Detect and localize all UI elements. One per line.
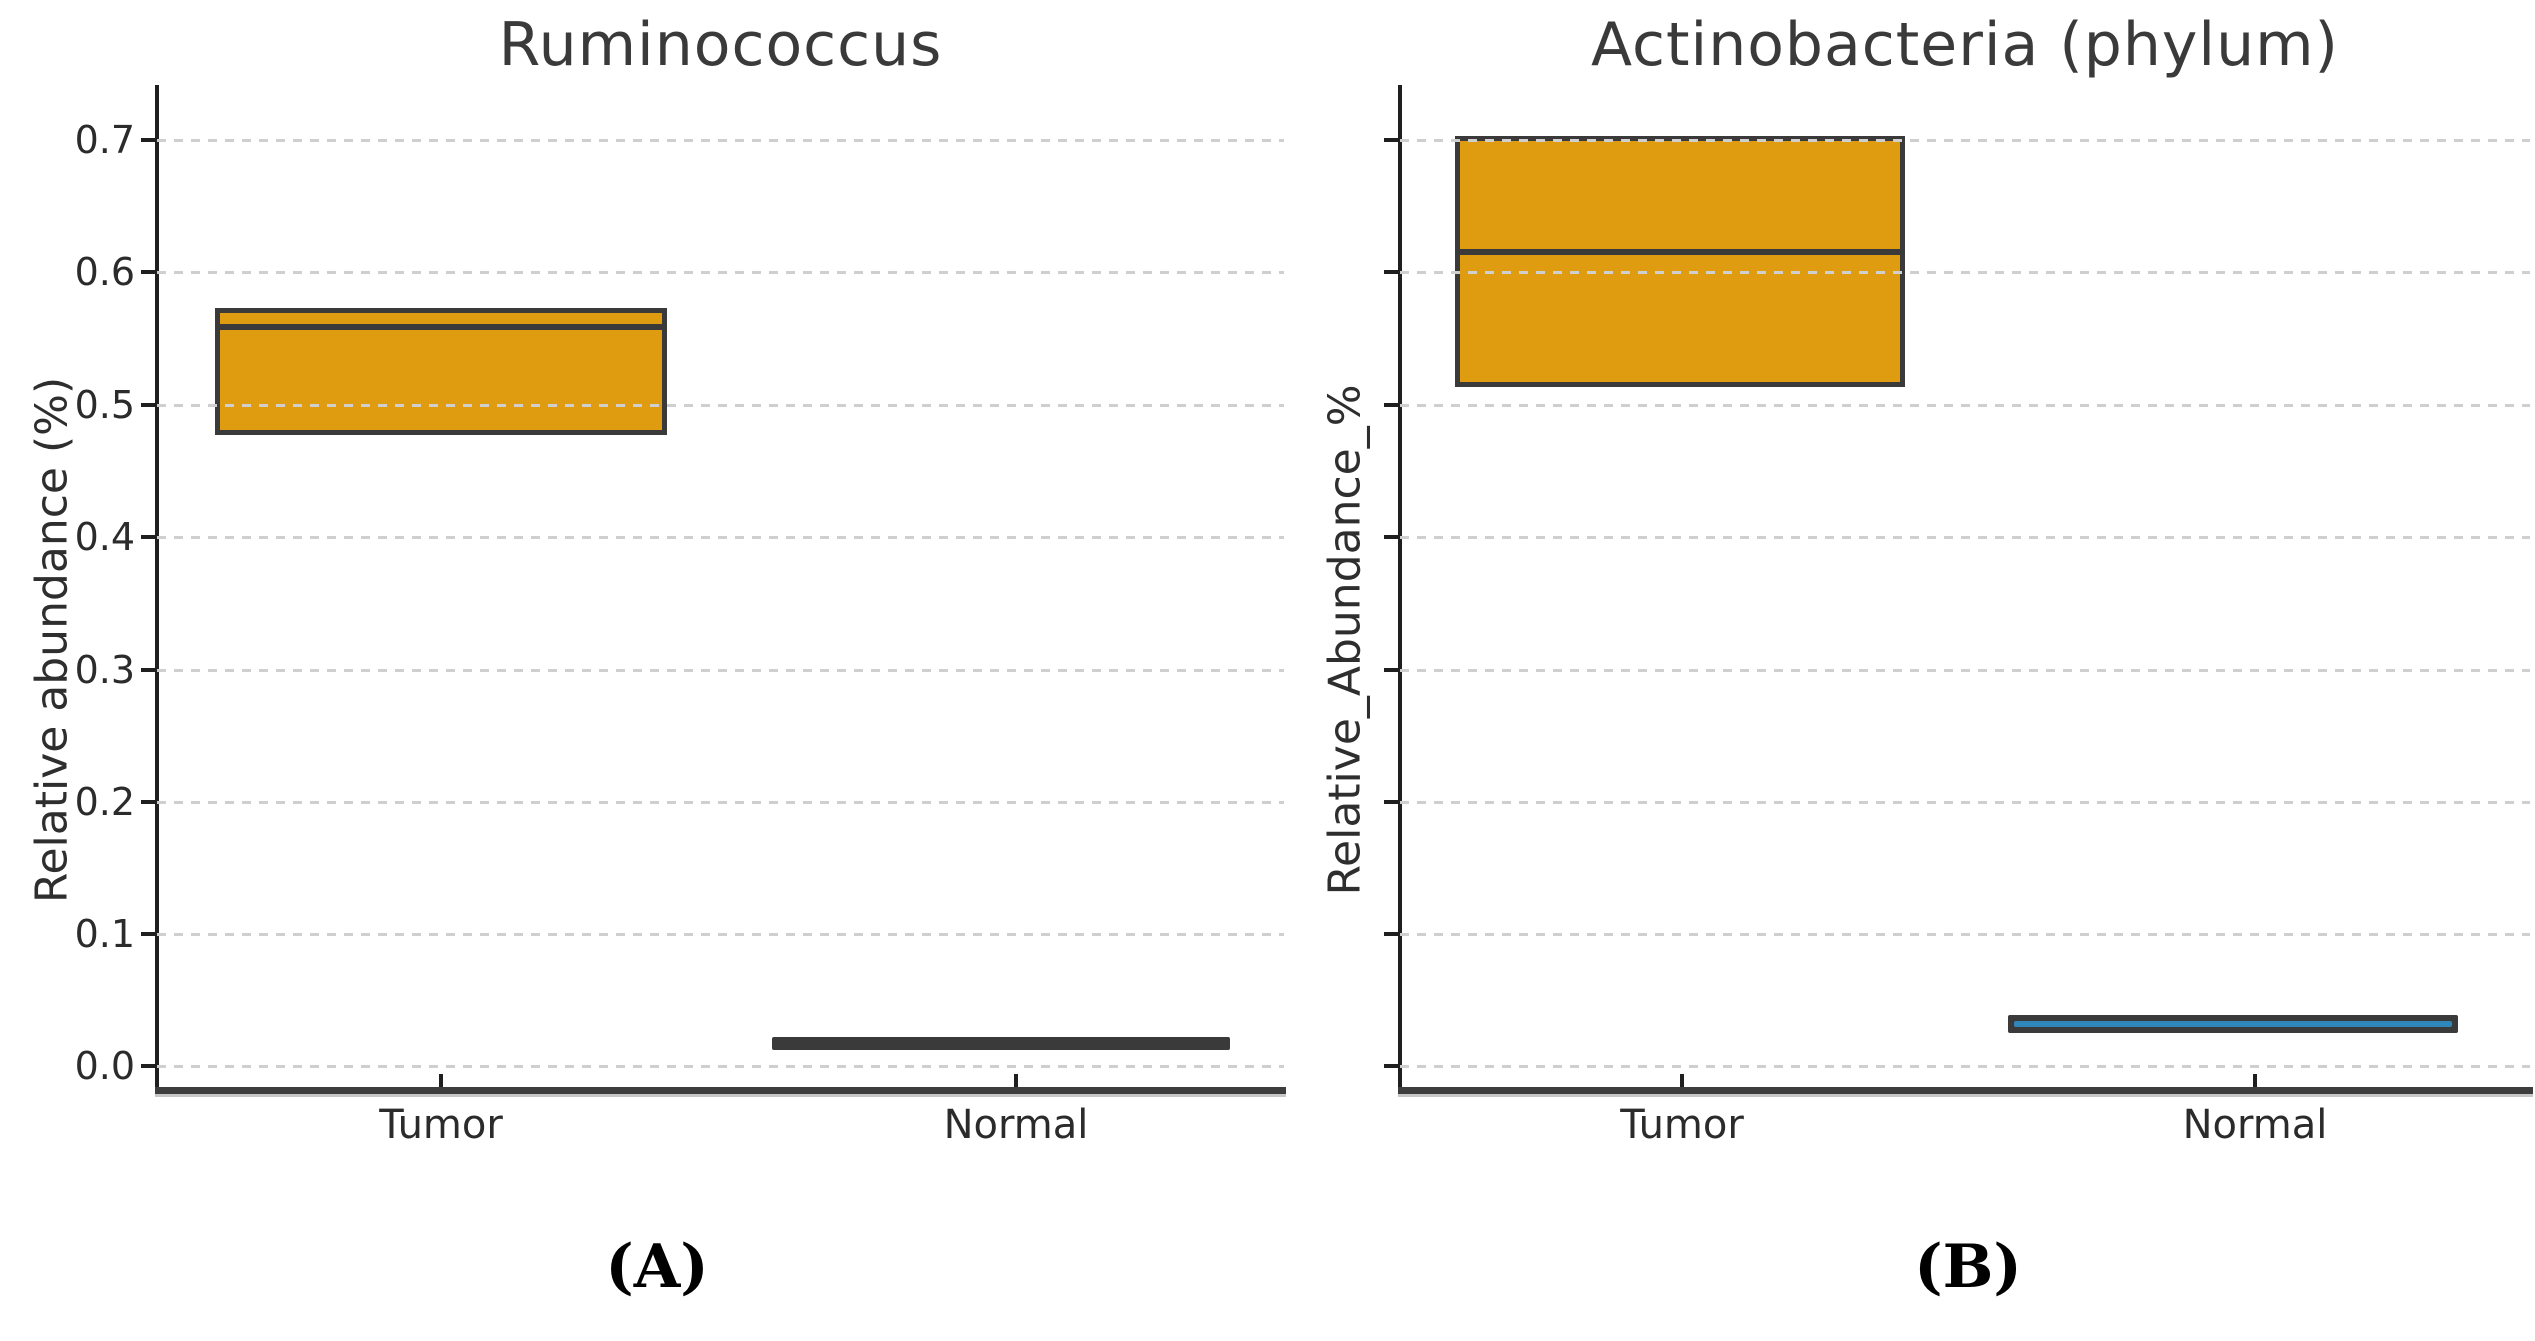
x-tick-label-normal: Normal bbox=[2182, 1102, 2328, 1148]
y-tick bbox=[141, 403, 157, 407]
gridline bbox=[1400, 139, 2530, 142]
gridline bbox=[1400, 801, 2530, 804]
y-axis-spine bbox=[1398, 85, 1402, 1094]
y-tick-label: 0.6 bbox=[74, 250, 135, 294]
gridline bbox=[157, 1065, 1284, 1068]
boxplot-tumor-panel-b bbox=[1455, 136, 1905, 387]
y-tick bbox=[141, 270, 157, 274]
x-tick-label-tumor: Tumor bbox=[1620, 1102, 1744, 1148]
x-axis-line bbox=[1398, 1087, 2533, 1094]
gridline bbox=[1400, 1065, 2530, 1068]
gridline bbox=[157, 801, 1284, 804]
gridline bbox=[1400, 536, 2530, 539]
panel-b-y-axis-label: Relative_Abundance_% bbox=[1319, 384, 1371, 896]
x-tick-label-normal: Normal bbox=[943, 1102, 1089, 1148]
y-tick bbox=[1384, 270, 1400, 274]
y-tick bbox=[141, 138, 157, 142]
gridline bbox=[157, 536, 1284, 539]
y-tick-label: 0.5 bbox=[74, 383, 135, 427]
boxplot-tumor-median-panel-b bbox=[1455, 249, 1905, 255]
y-tick bbox=[141, 800, 157, 804]
y-tick bbox=[1384, 932, 1400, 936]
y-tick bbox=[1384, 138, 1400, 142]
gridline bbox=[157, 139, 1284, 142]
boxplot-normal-median-panel-b bbox=[2014, 1021, 2452, 1027]
y-tick bbox=[141, 535, 157, 539]
panel-a-title: Ruminococcus bbox=[498, 10, 943, 80]
boxplot-tumor-median-panel-a bbox=[215, 324, 667, 330]
y-tick bbox=[141, 1064, 157, 1068]
y-tick-label: 0.2 bbox=[74, 780, 135, 824]
y-tick-label: 0.0 bbox=[74, 1044, 135, 1088]
y-tick-label: 0.4 bbox=[74, 515, 135, 559]
y-tick bbox=[1384, 403, 1400, 407]
y-tick-label: 0.7 bbox=[74, 118, 135, 162]
boxplot-normal-panel-a bbox=[772, 1037, 1230, 1050]
y-tick bbox=[141, 668, 157, 672]
panel-b-caption: (B) bbox=[1914, 1232, 2022, 1302]
x-tick bbox=[2253, 1074, 2257, 1090]
x-axis-shadow bbox=[155, 1094, 1286, 1097]
gridline bbox=[157, 669, 1284, 672]
gridline bbox=[1400, 933, 2530, 936]
y-tick-label: 0.3 bbox=[74, 648, 135, 692]
x-tick bbox=[1014, 1074, 1018, 1090]
y-tick bbox=[1384, 800, 1400, 804]
x-axis-line bbox=[155, 1087, 1286, 1094]
panel-b-title: Actinobacteria (phylum) bbox=[1591, 10, 2339, 80]
gridline bbox=[1400, 669, 2530, 672]
y-tick-label: 0.1 bbox=[74, 912, 135, 956]
gridline bbox=[1400, 404, 2530, 407]
y-tick bbox=[1384, 668, 1400, 672]
y-tick bbox=[1384, 535, 1400, 539]
gridline bbox=[157, 404, 1284, 407]
x-axis-shadow bbox=[1398, 1094, 2533, 1097]
y-tick bbox=[1384, 1064, 1400, 1068]
gridline bbox=[1400, 271, 2530, 274]
x-tick bbox=[1680, 1074, 1684, 1090]
gridline bbox=[157, 933, 1284, 936]
x-tick-label-tumor: Tumor bbox=[379, 1102, 503, 1148]
panel-a-caption: (A) bbox=[605, 1232, 709, 1302]
y-axis-spine bbox=[155, 85, 159, 1094]
panel-a-y-axis-label: Relative abundance (%) bbox=[26, 376, 78, 904]
gridline bbox=[157, 271, 1284, 274]
y-tick bbox=[141, 932, 157, 936]
x-tick bbox=[439, 1074, 443, 1090]
